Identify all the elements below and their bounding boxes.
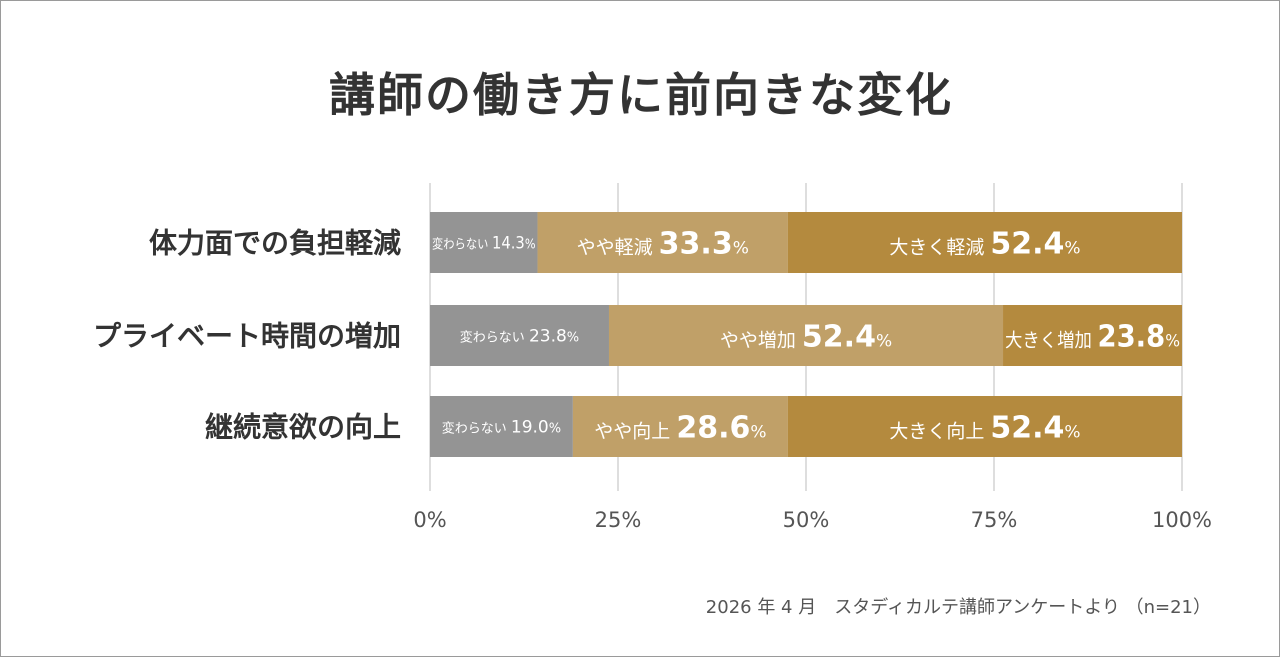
x-tick-label: 0% (413, 508, 446, 532)
bar-segment-greatly (787, 212, 1182, 273)
data-label: 大きく向上 52.4% (889, 410, 1080, 445)
bar-segment-unchanged (430, 396, 573, 457)
data-label: やや軽減 33.3% (577, 226, 749, 261)
data-label: やや増加 52.4% (720, 319, 892, 354)
x-tick-label: 100% (1152, 508, 1212, 532)
bar-segment-unchanged (430, 212, 538, 273)
data-label: やや向上 28.6% (594, 410, 766, 445)
bar-segment-greatly (787, 396, 1182, 457)
category-label: プライベート時間の増加 (93, 320, 401, 353)
bar-segment-greatly (1003, 305, 1182, 366)
bar-segment-slightly (537, 212, 788, 273)
x-tick-label: 25% (595, 508, 642, 532)
data-label: 大きく増加 23.8% (1005, 319, 1180, 354)
data-label: 変わらない 19.0% (442, 418, 561, 438)
data-label: 大きく軽減 52.4% (889, 226, 1080, 261)
x-tick-label: 75% (971, 508, 1018, 532)
bar-segment-slightly (572, 396, 788, 457)
source-note: 2026 年 4 月 スタディカルテ講師アンケートより （n=21） (705, 597, 1211, 618)
bar-segment-unchanged (430, 305, 609, 366)
data-label: 変わらない 14.3% (432, 234, 536, 254)
x-tick-label: 50% (783, 508, 830, 532)
data-label: 変わらない 23.8% (460, 327, 579, 347)
category-label: 体力面での負担軽減 (149, 227, 401, 260)
category-label: 継続意欲の向上 (205, 411, 401, 444)
bar-segment-slightly (608, 305, 1004, 366)
chart-title: 講師の働き方に前向きな変化 (329, 68, 953, 122)
